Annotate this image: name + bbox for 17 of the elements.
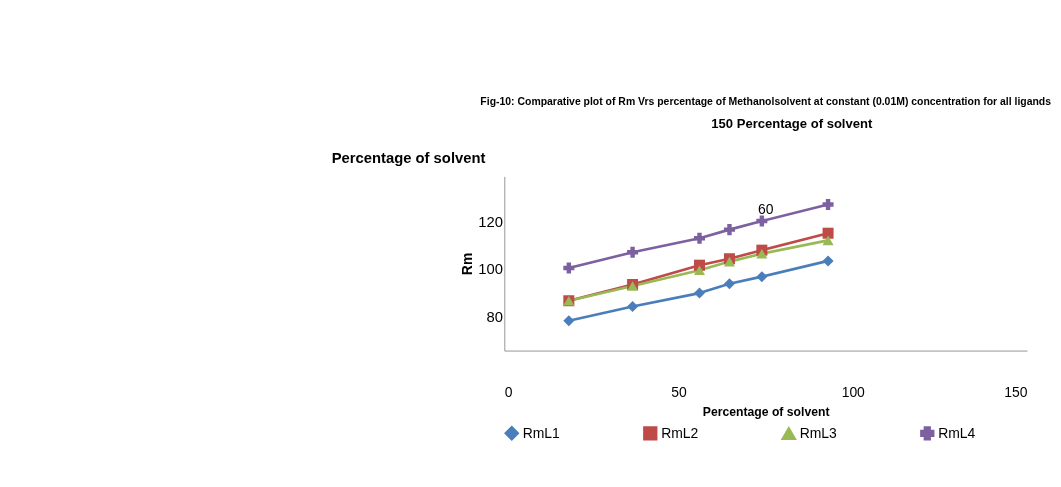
legend-label: RmL4 — [938, 424, 976, 441]
legend-label: RmL2 — [661, 424, 699, 441]
x-tick-label: 50 — [671, 384, 688, 401]
text: 150 Percentage of solvent — [711, 116, 873, 132]
x-tick-label: 100 — [841, 384, 866, 401]
x-tick-label: 150 — [1004, 384, 1028, 401]
y-tick-label: 80 — [486, 309, 504, 326]
y-tick-label: 100 — [478, 261, 504, 278]
legend-label: RmL1 — [522, 424, 561, 441]
x-axis-title: Percentage of solvent — [702, 405, 830, 420]
text: Percentage of solvent — [331, 150, 486, 167]
chart-title: Fig-10: Comparative plot of Rm Vrs percentage of Methanolsolvent at constant (0.01M) concentration for all ligands — [480, 95, 1052, 107]
y-axis-title: Rm — [459, 252, 476, 276]
x-tick-label: 0 — [504, 384, 513, 401]
y-tick-label: 120 — [478, 213, 504, 230]
annotation: 60 — [757, 200, 774, 217]
legend-label: RmL3 — [799, 425, 838, 442]
